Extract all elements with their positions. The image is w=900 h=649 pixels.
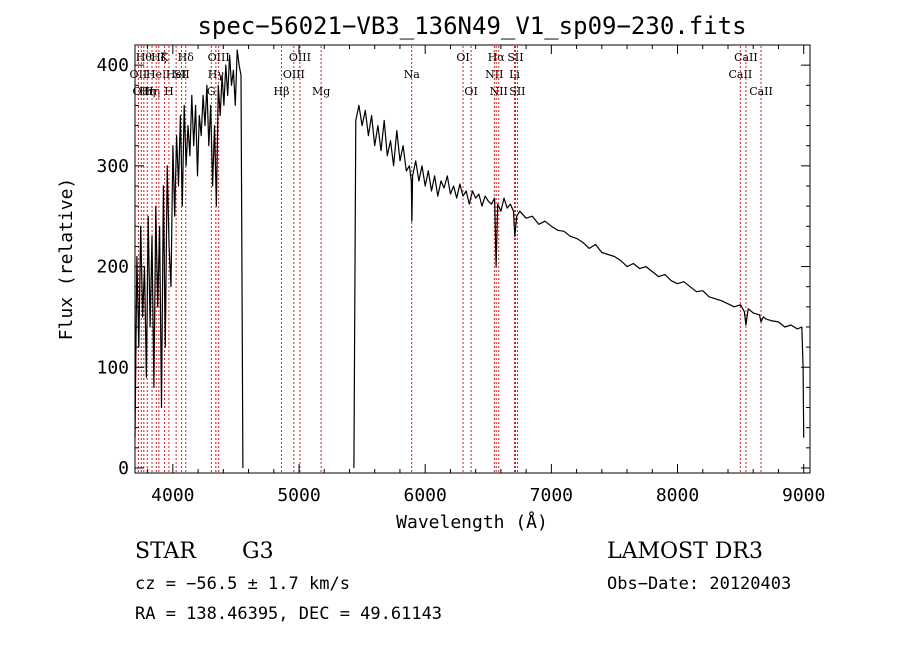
line-marker-label: OII — [132, 85, 150, 98]
x-tick-label: 6000 — [404, 485, 447, 506]
x-tick-label: 5000 — [277, 485, 320, 506]
coordinates: RA = 138.46395, DEC = 49.61143 — [135, 604, 443, 624]
line-marker-label: OIII — [208, 51, 230, 64]
line-marker-label: Hη — [144, 85, 160, 98]
line-marker-label: H — [164, 85, 174, 98]
flux-series — [134, 49, 805, 469]
x-axis-ticks: 4000 5000 6000 7000 8000 9000 — [147, 45, 825, 506]
line-marker-label: CaII — [749, 85, 773, 98]
line-marker-label: Hθ — [136, 51, 153, 64]
line-markers: OIIOIIHθHηHηHeIHζKHHeISIIHδGHγOIIIHβOIII… — [130, 46, 773, 472]
line-marker-label: OI — [464, 85, 477, 98]
line-marker-label: Hζ — [151, 51, 167, 64]
line-marker-label: NII — [485, 68, 503, 81]
line-marker-label: OII — [130, 68, 148, 81]
x-tick-label: 8000 — [656, 485, 699, 506]
line-marker-label: SII — [509, 85, 525, 98]
line-marker-label: Hγ — [208, 68, 225, 81]
line-marker-label: Hα — [488, 51, 506, 64]
object-subclass: G3 — [242, 539, 274, 564]
obs-date: Obs−Date: 20120403 — [607, 574, 792, 594]
line-marker-label: G — [207, 85, 216, 98]
y-axis-ticks: 0 100 200 300 400 — [96, 55, 810, 479]
line-marker-label: OI — [456, 51, 469, 64]
flux-line — [353, 104, 805, 469]
y-tick-label: 400 — [96, 55, 129, 76]
line-marker-label: Hδ — [178, 51, 195, 64]
line-marker-label: NII — [490, 85, 508, 98]
plot-frame — [134, 44, 811, 474]
line-marker-label: Hη — [139, 85, 155, 98]
object-class: STAR — [135, 539, 196, 564]
y-tick-label: 0 — [118, 458, 129, 479]
line-marker-label: K — [160, 51, 169, 64]
line-marker-label: Na — [404, 68, 421, 81]
x-tick-label: 4000 — [151, 485, 194, 506]
line-marker-label: Mg — [312, 85, 330, 98]
line-marker-label: OIII — [283, 68, 305, 81]
x-axis-label: Wavelength (Å) — [396, 511, 548, 533]
chart-title: spec−56021−VB3_136N49_V1_sp09−230.fits — [197, 12, 746, 40]
line-marker-label: CaII — [729, 68, 753, 81]
redshift-text: cz = −56.5 ± 1.7 km/s — [135, 574, 350, 594]
survey-name: LAMOST DR3 — [607, 539, 763, 564]
y-tick-label: 100 — [96, 357, 129, 378]
line-marker-label: SII — [507, 51, 523, 64]
y-axis-label: Flux (relative) — [56, 178, 77, 341]
line-marker-label: OIII — [289, 51, 311, 64]
x-tick-label: 9000 — [782, 485, 825, 506]
y-tick-label: 200 — [96, 257, 129, 278]
line-marker-label: CaII — [734, 51, 758, 64]
line-marker-label: Li — [509, 68, 520, 81]
line-marker-label: Hβ — [274, 85, 290, 98]
line-marker-label: SII — [173, 68, 189, 81]
flux-line — [134, 49, 244, 469]
y-tick-label: 300 — [96, 156, 129, 177]
line-marker-label: HeI — [146, 68, 166, 81]
x-tick-label: 7000 — [530, 485, 573, 506]
